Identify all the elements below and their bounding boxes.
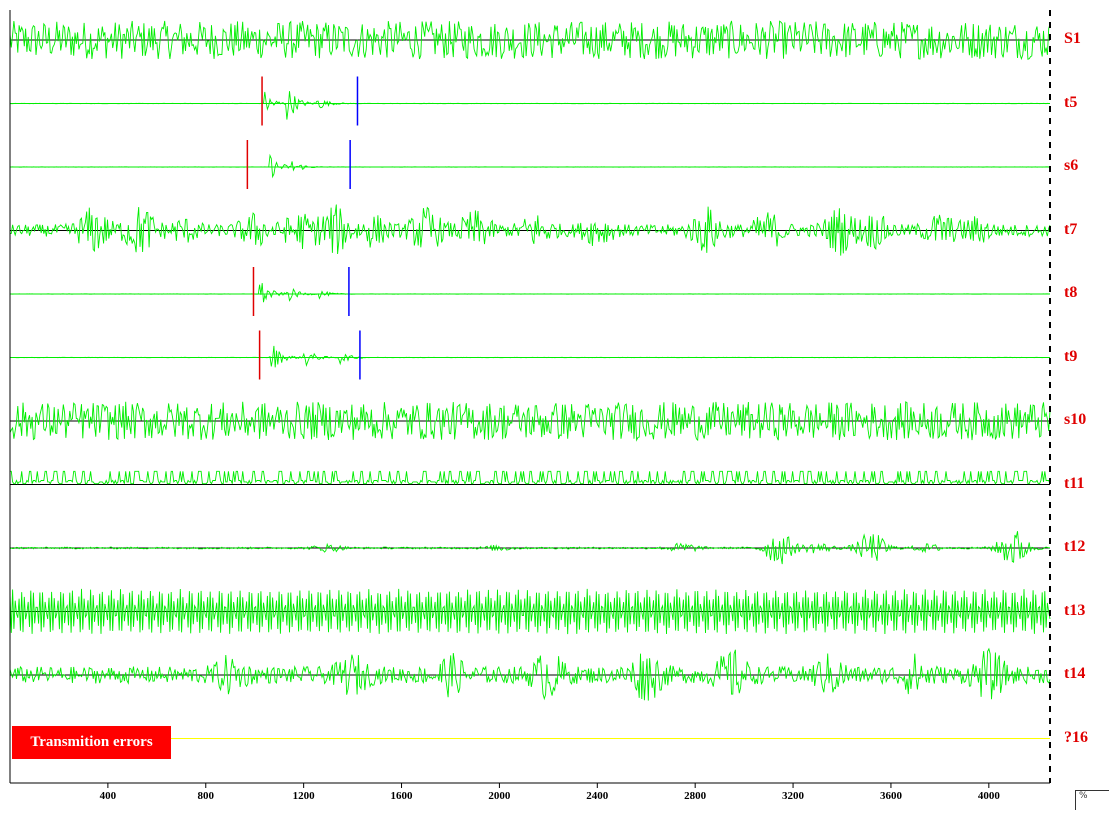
x-tick-label-1600: 1600	[390, 790, 413, 802]
waveform-t11	[10, 470, 1051, 485]
waveform-t13	[9, 588, 1051, 635]
corner-indicator: %	[1075, 790, 1109, 810]
channel-label-S1: S1	[1064, 30, 1081, 47]
x-tick-label-2800: 2800	[684, 790, 707, 802]
channel-label-s6: s6	[1064, 157, 1079, 174]
waveform-t14	[9, 647, 1051, 701]
waveform-t9	[10, 345, 1051, 368]
plot-frame	[9, 10, 1051, 784]
channel-label-?16: ?16	[1064, 728, 1088, 746]
percent-icon: %	[1079, 791, 1088, 801]
waveform-t5	[9, 91, 1051, 120]
transmission-error-badge: Transmition errors	[12, 726, 171, 759]
waveform-t7	[9, 204, 1051, 256]
traces-group	[9, 20, 1051, 739]
waveform-t12	[9, 531, 1050, 565]
waveform-s6	[9, 153, 1050, 179]
channel-label-t14: t14	[1064, 665, 1086, 682]
channel-label-t13: t13	[1064, 601, 1086, 619]
x-tick-label-400: 400	[99, 790, 117, 802]
x-tick-label-1200: 1200	[292, 790, 315, 802]
x-tick-label-800: 800	[197, 790, 215, 802]
waveform-S1	[9, 20, 1051, 61]
waveform-t8	[9, 283, 1051, 303]
channel-label-t12: t12	[1064, 538, 1086, 555]
channel-label-t7: t7	[1064, 220, 1078, 238]
x-tick-label-3200: 3200	[782, 790, 805, 802]
channel-label-t5: t5	[1064, 93, 1078, 111]
x-ticks	[107, 783, 990, 788]
channel-label-t8: t8	[1064, 284, 1078, 301]
x-tick-label-4000: 4000	[977, 790, 1000, 802]
channel-label-t11: t11	[1064, 474, 1085, 492]
x-tick-label-2000: 2000	[488, 790, 511, 802]
x-tick-label-2400: 2400	[586, 790, 609, 802]
channel-label-s10: s10	[1064, 411, 1087, 428]
x-tick-label-3600: 3600	[879, 790, 902, 802]
channel-label-t9: t9	[1064, 347, 1078, 365]
waveform-s10	[9, 401, 1051, 442]
